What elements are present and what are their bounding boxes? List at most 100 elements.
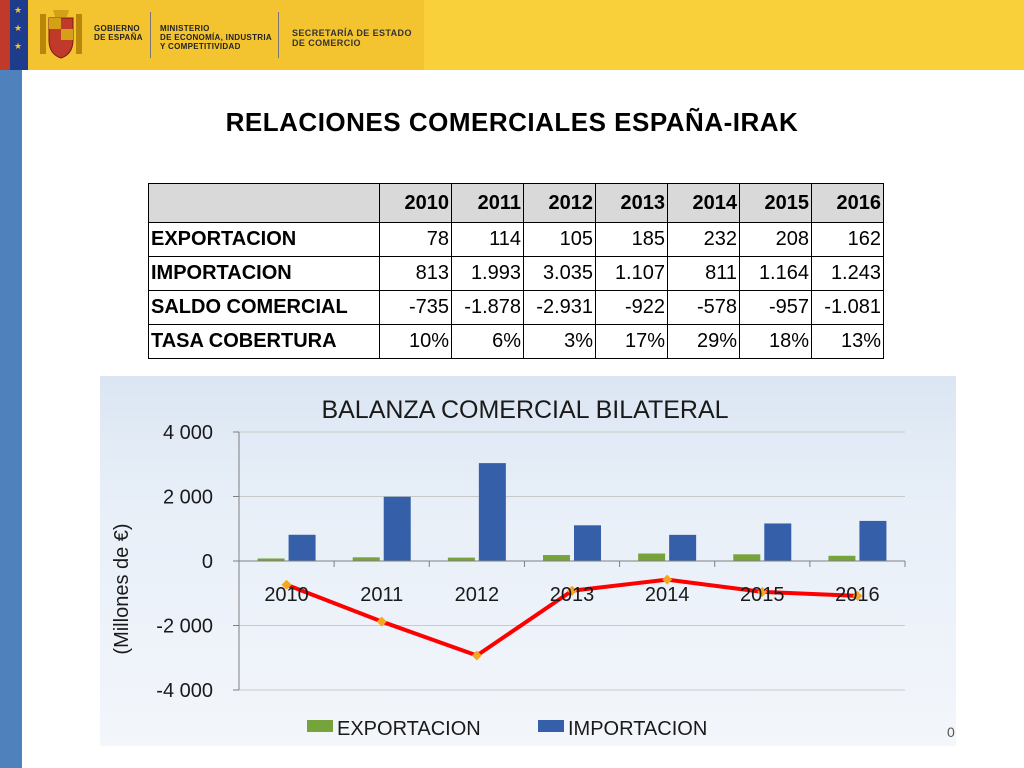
divider (278, 12, 279, 58)
year-header: 2011 (451, 183, 524, 223)
ministry-line-1: MINISTERIO (160, 24, 210, 33)
gov-line-2: DE ESPAÑA (94, 33, 143, 42)
table-cell: 6% (451, 324, 524, 359)
trade-table: 2010 2011 2012 2013 2014 2015 2016 EXPOR… (148, 183, 884, 359)
gridlines (239, 431, 905, 691)
bar-importacion (859, 520, 887, 561)
row-label: IMPORTACION (148, 256, 380, 291)
balance-line (281, 574, 863, 661)
x-tick-label: 2013 (550, 584, 595, 606)
table-cell: -922 (595, 290, 668, 325)
bar-exportacion (257, 558, 285, 561)
table-row: SALDO COMERCIAL -735 -1.878 -2.931 -922 … (148, 290, 884, 325)
saldo-point (567, 585, 577, 596)
balance-chart: 4 000 2 000 0 -2 000 -4 000 2010 2011 2012 2013 2… (111, 396, 906, 740)
table-cell: 105 (523, 222, 596, 257)
table-cell: -2.931 (523, 290, 596, 325)
table-cell: 18% (739, 324, 812, 359)
y-tick-label: 0 (202, 551, 213, 573)
table-cell: 1.993 (451, 256, 524, 291)
axes (233, 431, 906, 691)
year-header: 2012 (523, 183, 596, 223)
chart-legend: EXPORTACION IMPORTACION (307, 718, 707, 740)
table-cell: 813 (379, 256, 452, 291)
gov-line-1: GOBIERNO (94, 24, 140, 33)
y-axis-title: (Millones de €) (111, 523, 133, 654)
star-icon: ★ (14, 41, 23, 51)
year-header: 2016 (811, 183, 884, 223)
star-icon: ★ (14, 23, 23, 33)
saldo-point (852, 590, 863, 601)
bar-importacion (669, 534, 697, 561)
bar-importacion (574, 525, 601, 561)
table-row: EXPORTACION 78 114 105 185 232 208 162 (148, 222, 884, 257)
x-tick-label: 2011 (360, 584, 403, 606)
header-fill (424, 0, 1024, 70)
table-cell: 162 (811, 222, 884, 257)
eu-flag-strip: ★ ★ ★ (0, 0, 28, 70)
bar-importacion (764, 523, 792, 561)
year-header: 2010 (379, 183, 452, 223)
secretaria-line-2: DE COMERCIO (292, 38, 361, 48)
legend-swatch-importacion (538, 720, 564, 732)
table-cell: 1.243 (811, 256, 884, 291)
table-cell: 3% (523, 324, 596, 359)
divider (150, 12, 151, 58)
y-tick-label: -4 000 (156, 680, 213, 702)
bar-exportacion (352, 557, 380, 561)
table-cell: 1.107 (595, 256, 668, 291)
y-tick-label: 4 000 (163, 422, 213, 444)
table-cell: 232 (667, 222, 740, 257)
spain-flag-stripe (0, 0, 10, 70)
y-tick-label: 2 000 (163, 487, 213, 509)
ministry-line-2: DE ECONOMÍA, INDUSTRIA (160, 33, 272, 42)
secretaria-line-1: SECRETARÍA DE ESTADO (292, 28, 412, 38)
bar-importacion (383, 496, 411, 561)
table-cell: -1.081 (811, 290, 884, 325)
table-cell: 185 (595, 222, 668, 257)
bar-exportacion (828, 555, 856, 561)
x-tick-label: 2015 (740, 584, 785, 606)
table-cell: 1.164 (739, 256, 812, 291)
row-label: SALDO COMERCIAL (148, 290, 380, 325)
year-header: 2014 (667, 183, 740, 223)
saldo-point (471, 650, 482, 661)
table-cell: 811 (667, 256, 740, 291)
table-row: TASA COBERTURA 10% 6% 3% 17% 29% 18% 13% (148, 324, 884, 359)
legend-label-exportacion: EXPORTACION (337, 718, 481, 740)
saldo-point (281, 579, 292, 590)
tick-labels: 4 000 2 000 0 -2 000 -4 000 2010 2011 2012 2013 2… (156, 422, 879, 702)
table-cell: -1.878 (451, 290, 524, 325)
table-cell: 17% (595, 324, 668, 359)
table-row: IMPORTACION 813 1.993 3.035 1.107 811 1.… (148, 256, 884, 291)
bars (257, 463, 887, 561)
saldo-point (662, 574, 673, 585)
table-cell: 10% (379, 324, 452, 359)
ministerio-label: MINISTERIO DE ECONOMÍA, INDUSTRIA Y COMP… (160, 24, 272, 51)
legend-swatch-exportacion (307, 720, 333, 732)
table-cell: 29% (667, 324, 740, 359)
saldo-point (376, 616, 387, 627)
bar-importacion (478, 463, 506, 561)
x-tick-label: 2010 (264, 584, 309, 606)
table-cell: 3.035 (523, 256, 596, 291)
bar-exportacion (447, 557, 475, 561)
table-cell: -957 (739, 290, 812, 325)
ministry-line-3: Y COMPETITIVIDAD (160, 42, 241, 51)
year-header: 2015 (739, 183, 812, 223)
table-cell: 208 (739, 222, 812, 257)
page-number: 0 (947, 724, 955, 740)
year-header: 2013 (595, 183, 668, 223)
x-tick-label: 2012 (455, 584, 500, 606)
table-corner-cell (148, 183, 380, 223)
bar-exportacion (543, 555, 570, 561)
bar-importacion (288, 534, 316, 561)
table-cell: 78 (379, 222, 452, 257)
legend-label-importacion: IMPORTACION (568, 718, 707, 740)
secretaria-label: SECRETARÍA DE ESTADO DE COMERCIO (292, 28, 412, 48)
row-label: EXPORTACION (148, 222, 380, 257)
y-tick-label: -2 000 (156, 616, 213, 638)
chart-panel: 4 000 2 000 0 -2 000 -4 000 2010 2011 2012 2013 2… (100, 376, 956, 746)
bar-exportacion (733, 554, 761, 561)
table-cell: -578 (667, 290, 740, 325)
